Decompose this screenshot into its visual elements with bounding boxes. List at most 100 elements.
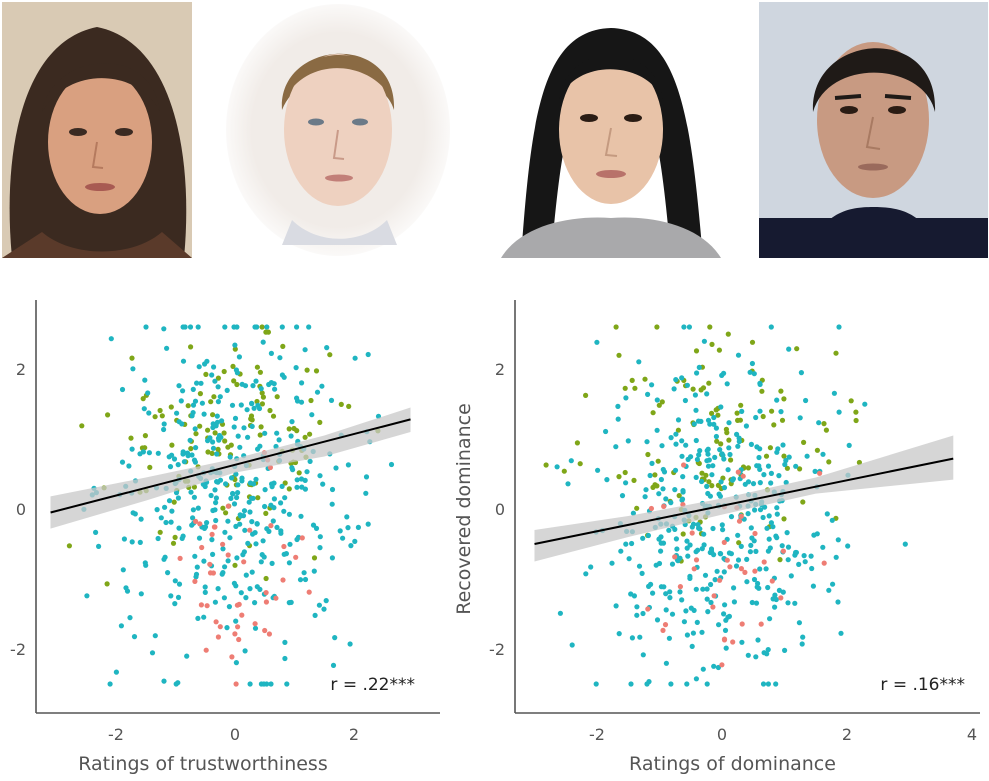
data-point — [716, 622, 722, 628]
data-point — [623, 395, 629, 401]
data-point — [211, 394, 217, 400]
face-illustration — [759, 2, 988, 258]
data-point — [192, 426, 198, 432]
confidence-band — [534, 435, 954, 562]
data-point — [247, 509, 253, 515]
data-point — [715, 412, 721, 418]
data-point — [613, 603, 619, 609]
data-point — [212, 599, 218, 605]
data-point — [155, 535, 161, 542]
data-point — [267, 407, 273, 414]
data-point — [693, 407, 699, 413]
data-point — [683, 442, 689, 448]
data-point — [233, 618, 239, 624]
data-point — [671, 386, 677, 392]
data-point — [645, 391, 651, 397]
data-point — [652, 472, 658, 478]
data-point — [712, 454, 718, 460]
y-tick-label: 2 — [495, 360, 505, 379]
data-point — [307, 431, 313, 437]
data-point — [138, 516, 144, 522]
data-point — [302, 576, 309, 583]
data-point — [738, 543, 744, 550]
data-point — [171, 499, 177, 505]
data-point — [213, 495, 219, 501]
data-point — [250, 383, 256, 389]
data-point — [697, 526, 703, 532]
data-point — [225, 552, 231, 558]
data-point — [316, 602, 322, 608]
data-point — [104, 581, 110, 587]
data-point — [687, 542, 693, 548]
data-point — [306, 324, 312, 330]
face-photo-3 — [481, 0, 739, 258]
data-point — [593, 681, 599, 687]
data-point — [622, 385, 628, 391]
data-point — [233, 367, 239, 373]
data-point — [616, 352, 622, 358]
data-point — [615, 416, 621, 422]
data-point — [172, 534, 178, 541]
data-point — [700, 385, 707, 391]
data-point — [270, 413, 277, 419]
data-point — [745, 465, 752, 471]
data-point — [346, 403, 352, 409]
data-point — [723, 645, 729, 651]
data-point — [706, 457, 712, 463]
data-point — [680, 474, 686, 480]
data-point — [709, 472, 715, 478]
data-point — [710, 463, 716, 469]
data-point — [557, 610, 564, 616]
data-point — [190, 515, 196, 521]
data-point — [277, 355, 283, 361]
data-point — [347, 641, 353, 647]
data-point — [242, 648, 248, 654]
data-point — [252, 621, 258, 627]
data-point — [595, 467, 601, 473]
data-point — [128, 435, 134, 441]
data-point — [738, 566, 745, 572]
data-point — [767, 545, 773, 551]
data-point — [736, 518, 743, 524]
data-point — [299, 535, 305, 541]
data-point — [130, 510, 136, 516]
data-point — [220, 546, 226, 552]
data-point — [634, 604, 640, 610]
data-point — [701, 338, 708, 344]
data-point — [745, 510, 751, 517]
data-point — [167, 464, 174, 470]
data-point — [119, 386, 126, 393]
data-point — [338, 401, 344, 407]
data-point — [757, 408, 763, 414]
data-point — [675, 558, 681, 564]
data-point — [782, 461, 788, 468]
data-point — [220, 541, 226, 547]
data-point — [835, 537, 841, 543]
data-point — [252, 625, 259, 631]
data-point — [636, 563, 643, 569]
data-point — [126, 463, 132, 469]
face-illustration — [481, 0, 739, 258]
data-point — [222, 564, 228, 570]
data-point — [93, 529, 99, 536]
data-point — [543, 462, 549, 468]
data-point — [663, 496, 669, 502]
data-point — [223, 481, 229, 487]
data-point — [644, 681, 650, 687]
data-point — [215, 384, 221, 390]
data-point — [242, 527, 248, 533]
data-point — [725, 467, 731, 473]
data-point — [680, 489, 686, 495]
data-point — [190, 410, 196, 416]
data-point — [212, 378, 218, 384]
data-point — [654, 324, 660, 330]
data-point — [199, 544, 205, 551]
data-point — [268, 681, 274, 687]
data-point — [328, 397, 335, 403]
data-point — [748, 525, 754, 531]
data-point — [783, 479, 789, 486]
data-point — [692, 392, 699, 398]
data-point — [257, 586, 263, 593]
data-point — [700, 586, 706, 592]
data-point — [284, 681, 290, 687]
